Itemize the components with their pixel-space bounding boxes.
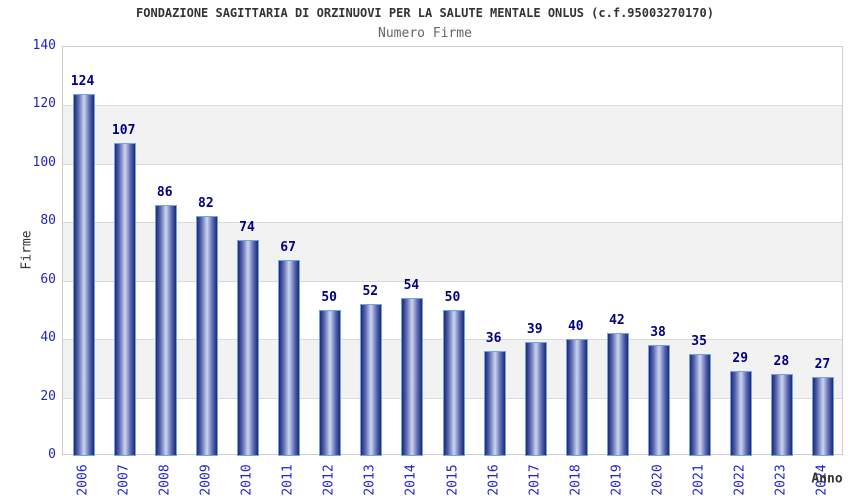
bar-2007	[113, 143, 136, 456]
y-tick-label: 0	[48, 447, 56, 462]
y-axis-label: Firme	[19, 230, 35, 270]
bar-2010	[236, 239, 259, 456]
bar-value-label: 124	[70, 73, 95, 89]
x-tick-label: 2008	[157, 464, 173, 496]
x-tick-label: 2015	[445, 464, 460, 496]
x-tick-label: 2022	[732, 464, 748, 496]
background-band	[63, 222, 842, 281]
x-tick-label: 2019	[609, 464, 625, 496]
chart-title: FONDAZIONE SAGITTARIA DI ORZINUOVI PER L…	[136, 6, 714, 20]
bar-value-label: 74	[239, 219, 255, 235]
bar-value-label: 86	[156, 184, 173, 200]
x-tick-label: 2006	[75, 464, 91, 496]
y-tick-label: 60	[40, 271, 56, 287]
y-tick-label: 140	[32, 38, 56, 53]
background-band	[63, 105, 842, 164]
gridline	[63, 105, 842, 107]
bar-value-label: 28	[773, 354, 790, 370]
x-tick-label: 2021	[691, 464, 707, 496]
bar-2006	[72, 93, 95, 456]
bar-2016	[483, 350, 506, 456]
gridline	[63, 222, 842, 224]
x-axis-label: Anno	[811, 471, 843, 487]
chart-subtitle: Numero Firme	[378, 26, 472, 41]
bar-value-label: 50	[321, 289, 337, 305]
x-tick-label: 2023	[773, 464, 789, 496]
bar-value-label: 82	[198, 196, 214, 212]
y-tick-label: 120	[32, 96, 56, 112]
gridline	[63, 280, 842, 282]
plot-area	[62, 46, 843, 456]
bar-2009	[195, 216, 218, 456]
bar-2008	[154, 204, 177, 456]
bar-2024	[812, 377, 835, 456]
y-tick-label: 100	[32, 154, 56, 170]
bar-value-label: 38	[650, 324, 666, 340]
bar-value-label: 42	[609, 313, 625, 329]
bar-2015	[442, 309, 465, 456]
x-tick-label: 2009	[198, 464, 214, 496]
x-tick-label: 2011	[280, 464, 296, 496]
bar-2018	[565, 339, 588, 456]
y-tick-label: 40	[40, 330, 56, 346]
y-tick-label: 20	[40, 388, 56, 404]
bar-2017	[524, 342, 547, 456]
bar-value-label: 54	[403, 278, 420, 294]
x-tick-label: 2014	[403, 464, 419, 496]
bar-2019	[606, 333, 629, 456]
bar-value-label: 107	[111, 123, 136, 139]
bar-2013	[360, 304, 383, 456]
bar-2023	[771, 374, 794, 456]
x-tick-label: 2010	[239, 464, 255, 496]
bar-2014	[401, 298, 424, 456]
bar-2022	[730, 371, 753, 456]
bar-value-label: 36	[485, 330, 502, 346]
gridline	[63, 163, 842, 165]
bar-value-label: 40	[567, 319, 584, 335]
bar-value-label: 39	[526, 322, 543, 338]
bar-value-label: 27	[814, 357, 831, 373]
x-tick-label: 2018	[568, 464, 584, 496]
bar-2021	[689, 353, 712, 456]
bar-value-label: 50	[444, 289, 461, 305]
bar-2012	[319, 309, 342, 456]
x-tick-label: 2016	[486, 464, 502, 496]
x-tick-label: 2017	[527, 464, 543, 496]
x-tick-label: 2020	[650, 464, 666, 496]
bar-value-label: 52	[362, 284, 379, 300]
bar-2020	[648, 344, 671, 456]
y-tick-label: 80	[40, 213, 56, 229]
bar-2011	[278, 260, 301, 456]
bar-value-label: 35	[691, 333, 707, 349]
x-tick-label: 2007	[116, 464, 132, 496]
bar-value-label: 67	[280, 240, 296, 256]
x-tick-label: 2013	[362, 464, 378, 496]
bar-value-label: 29	[732, 351, 749, 367]
x-tick-label: 2012	[321, 464, 337, 496]
